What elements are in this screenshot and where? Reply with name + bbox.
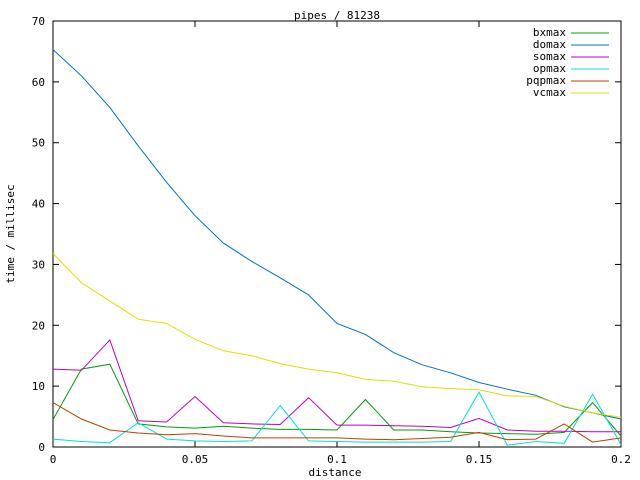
x-tick-label: 0.05: [182, 453, 209, 466]
y-tick-label: 40: [32, 198, 45, 211]
series-line-pqpmax: [52, 402, 622, 443]
chart-title: pipes / 81238: [294, 9, 380, 22]
x-tick-label: 0: [50, 453, 57, 466]
y-tick-label: 50: [32, 137, 45, 150]
series-line-domax: [52, 49, 622, 420]
legend-label-bxmax: bxmax: [533, 26, 566, 39]
legend-label-pqpmax: pqpmax: [526, 74, 566, 87]
axis-ticks: 0 10 20 30 40 50 60 70 0 0.05 0.1 0.15 0.2: [32, 15, 631, 466]
series-line-vcmax: [52, 253, 622, 418]
y-tick-label: 70: [32, 15, 45, 28]
y-tick-label: 0: [38, 441, 45, 454]
x-tick-label: 0.2: [611, 453, 631, 466]
y-tick-label: 60: [32, 76, 45, 89]
y-tick-label: 30: [32, 258, 45, 271]
x-tick-label: 0.15: [466, 453, 493, 466]
legend-label-somax: somax: [533, 50, 566, 63]
x-tick-label: 0.1: [327, 453, 347, 466]
legend-label-opmax: opmax: [533, 62, 566, 75]
y-tick-label: 10: [32, 380, 45, 393]
legend-label-vcmax: vcmax: [533, 86, 566, 99]
x-axis-label: distance: [309, 466, 362, 479]
y-axis-label: time / millisec: [4, 184, 17, 283]
legend-label-domax: domax: [533, 38, 566, 51]
y-tick-label: 20: [32, 319, 45, 332]
series-line-opmax: [52, 391, 622, 446]
series-line-somax: [52, 338, 621, 433]
series-lines: [52, 49, 622, 446]
series-line-bxmax: [52, 363, 622, 437]
